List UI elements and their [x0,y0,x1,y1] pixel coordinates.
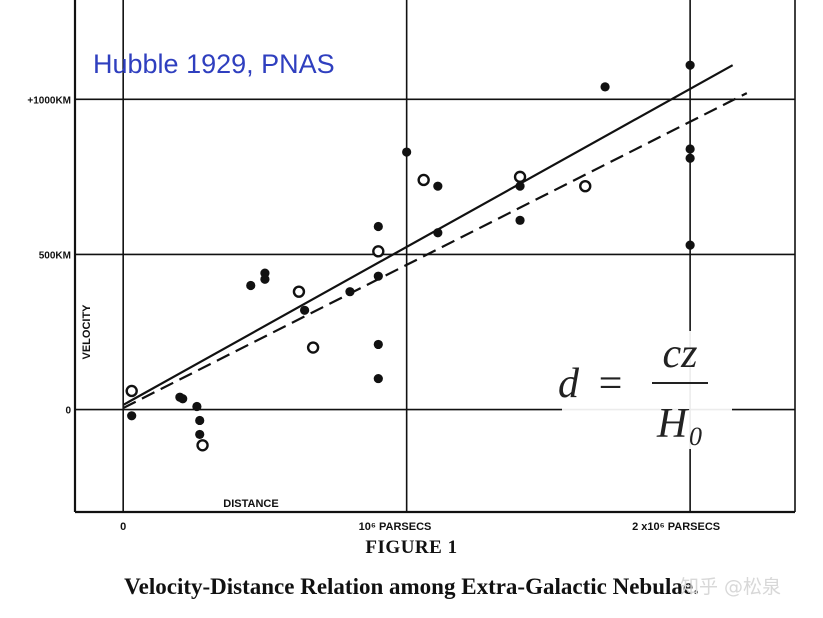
y-tick-label-0: 0 [65,406,71,417]
data-point-filled-18 [515,181,525,191]
data-point-open-0 [125,384,138,398]
data-point-filled-6 [246,280,256,291]
data-point-filled-22 [685,144,695,154]
data-point-filled-2 [178,394,188,404]
formula-denominator-subscript: 0 [689,422,702,451]
y-tick-label-2: +1000KM [27,95,71,106]
data-point-filled-16 [433,181,443,191]
hubble-formula: d = cz H 0 [558,331,732,451]
watermark: 知乎 @松泉 [680,576,782,598]
formula-numerator: cz [663,331,698,377]
data-point-filled-13 [373,339,383,350]
x-tick-label-1: 10⁶ PARSECS [359,521,432,533]
data-point-open-3 [306,341,320,354]
data-point-open-1 [196,439,209,452]
data-point-filled-20 [600,82,610,92]
x-tick-label-2: 2 x10⁶ PARSECS [632,521,720,533]
y-axis-label: VELOCITY [81,304,93,360]
data-point-filled-10 [345,287,355,297]
data-point-filled-17 [433,228,443,238]
source-annotation: Hubble 1929, PNAS [93,49,335,79]
data-point-filled-21 [685,60,695,70]
data-point-filled-3 [192,401,202,412]
data-point-filled-0 [127,411,137,421]
data-point-filled-15 [402,147,412,157]
fit-lines [122,64,748,410]
data-point-filled-24 [685,240,695,250]
y-tick-label-1: 500KM [39,250,71,261]
data-point-filled-4 [195,415,205,426]
fit-line-solid [122,64,734,406]
data-point-filled-14 [373,373,383,384]
data-point-filled-9 [300,305,310,315]
data-point-open-2 [292,285,306,298]
fit-line-dashed [122,92,748,410]
data-point-filled-11 [373,221,383,232]
formula-equals: = [596,361,624,407]
data-point-open-5 [417,173,430,187]
figure-title: FIGURE 1 [365,537,458,558]
formula-denominator: H [656,401,690,447]
data-point-filled-19 [515,215,525,225]
data-point-open-7 [579,179,592,193]
data-point-filled-5 [195,429,205,440]
data-points [125,60,695,452]
data-point-filled-12 [373,271,383,281]
x-axis-label: DISTANCE [223,498,278,510]
data-point-open-6 [513,170,527,184]
formula-lhs: d [558,361,580,407]
data-point-filled-23 [685,153,695,163]
data-point-open-4 [372,245,385,258]
figure-caption: Velocity-Distance Relation among Extra-G… [124,574,699,599]
x-tick-label-0: 0 [120,521,126,533]
tick-labels: 0 500KM +1000KM 0 10⁶ PARSECS 2 x10⁶ PARSECS [27,95,720,533]
data-point-filled-8 [260,274,270,284]
